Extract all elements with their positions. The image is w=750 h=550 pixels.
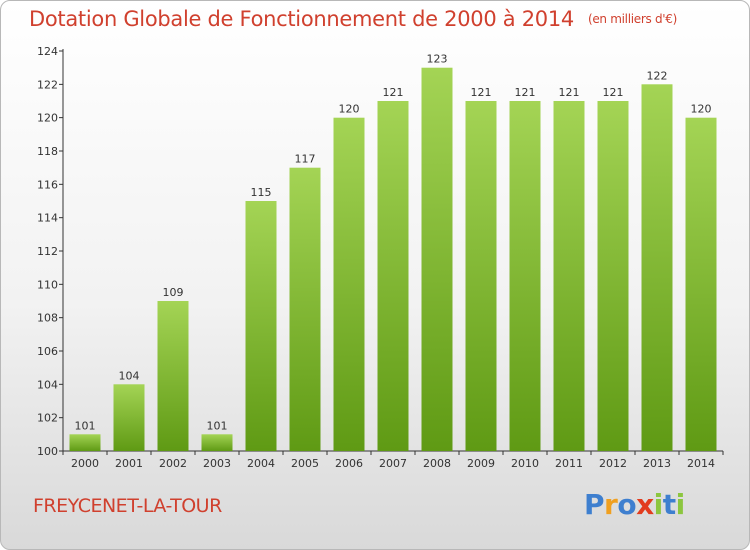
bar-value-label: 101 bbox=[75, 419, 96, 432]
bar bbox=[69, 434, 101, 451]
bar bbox=[509, 101, 541, 451]
bar bbox=[245, 201, 277, 451]
x-tick-label: 2001 bbox=[115, 457, 143, 470]
chart-unit: (en milliers d'€) bbox=[587, 12, 677, 26]
logo-letter: o bbox=[617, 488, 637, 521]
x-tick-label: 2000 bbox=[71, 457, 99, 470]
x-tick-label: 2005 bbox=[291, 457, 319, 470]
y-tick-label: 118 bbox=[37, 145, 58, 158]
bars: 101 104 109 101 115 117 120 121 123 121 121 121 121 1… bbox=[69, 53, 717, 452]
bar-value-label: 121 bbox=[383, 86, 404, 99]
logo-letter: i bbox=[653, 488, 664, 521]
x-tick-label: 2014 bbox=[687, 457, 715, 470]
bar bbox=[641, 84, 673, 452]
bar-value-label: 121 bbox=[603, 86, 624, 99]
bar-value-label: 120 bbox=[691, 103, 712, 116]
x-axis: 2000 2001 2002 2003 2004 2005 2006 2007 2008 2009… bbox=[62, 450, 724, 470]
y-tick-label: 102 bbox=[37, 412, 58, 425]
proxiti-logo[interactable]: Proxiti bbox=[584, 488, 685, 521]
logo-letter: i bbox=[675, 488, 686, 521]
y-tick-label: 124 bbox=[37, 45, 58, 58]
bar bbox=[597, 101, 629, 451]
bar-value-label: 122 bbox=[647, 69, 668, 82]
bar-value-label: 121 bbox=[471, 86, 492, 99]
x-tick-label: 2003 bbox=[203, 457, 231, 470]
chart-title: Dotation Globale de Fonctionnement de 20… bbox=[29, 7, 677, 31]
bar-value-label: 121 bbox=[515, 86, 536, 99]
y-tick-label: 110 bbox=[37, 278, 58, 291]
x-tick-label: 2009 bbox=[467, 457, 495, 470]
bar bbox=[201, 434, 233, 451]
logo-letter: P bbox=[584, 488, 605, 521]
logo-letter: t bbox=[662, 488, 676, 521]
bar bbox=[157, 301, 189, 451]
chart-title-text: Dotation Globale de Fonctionnement de 20… bbox=[29, 7, 574, 31]
y-axis: 100 102 104 106 108 110 112 114 116 118 120 122 124 bbox=[37, 45, 64, 458]
bar bbox=[113, 384, 145, 451]
bar-value-label: 109 bbox=[163, 286, 184, 299]
x-tick-label: 2008 bbox=[423, 457, 451, 470]
x-tick-label: 2002 bbox=[159, 457, 187, 470]
bar bbox=[553, 101, 585, 451]
bar bbox=[377, 101, 409, 451]
x-tick-label: 2011 bbox=[555, 457, 583, 470]
x-tick-label: 2013 bbox=[643, 457, 671, 470]
y-tick-label: 120 bbox=[37, 112, 58, 125]
y-tick-label: 114 bbox=[37, 212, 58, 225]
bar-value-label: 117 bbox=[295, 153, 316, 166]
y-tick-label: 100 bbox=[37, 445, 58, 458]
bar-value-label: 115 bbox=[251, 186, 272, 199]
x-tick-label: 2004 bbox=[247, 457, 275, 470]
bar bbox=[685, 117, 717, 451]
y-tick-label: 106 bbox=[37, 345, 58, 358]
bar bbox=[421, 67, 453, 451]
x-tick-label: 2007 bbox=[379, 457, 407, 470]
y-tick-label: 104 bbox=[37, 378, 58, 391]
location-name: FREYCENET-LA-TOUR bbox=[33, 495, 222, 517]
y-tick-label: 116 bbox=[37, 178, 58, 191]
bar-value-label: 121 bbox=[559, 86, 580, 99]
y-tick-label: 112 bbox=[37, 245, 58, 258]
logo-letter: x bbox=[636, 488, 654, 521]
y-tick-label: 108 bbox=[37, 312, 58, 325]
bar-value-label: 104 bbox=[119, 369, 140, 382]
bar-value-label: 123 bbox=[427, 53, 448, 66]
x-tick-label: 2006 bbox=[335, 457, 363, 470]
bar-value-label: 120 bbox=[339, 103, 360, 116]
bar bbox=[465, 101, 497, 451]
logo-letter: r bbox=[604, 488, 618, 521]
y-tick-label: 122 bbox=[37, 78, 58, 91]
bar-value-label: 101 bbox=[207, 419, 228, 432]
x-tick-label: 2012 bbox=[599, 457, 627, 470]
x-tick-label: 2010 bbox=[511, 457, 539, 470]
bar bbox=[289, 167, 321, 451]
bar bbox=[333, 117, 365, 451]
